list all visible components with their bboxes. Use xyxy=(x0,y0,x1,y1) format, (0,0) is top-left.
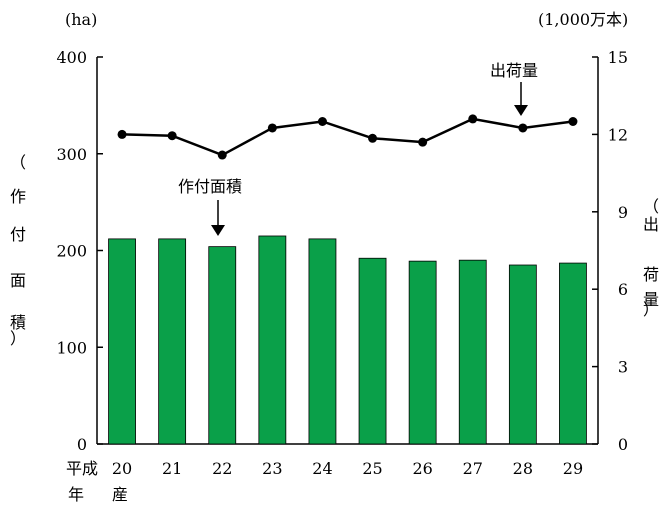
bar xyxy=(408,260,437,445)
line-point xyxy=(217,150,227,160)
right-title-char: 出 xyxy=(643,215,659,234)
line-point xyxy=(267,123,277,133)
left-axis-title: （ 作付面積） xyxy=(10,153,26,348)
right-title-char: 量 xyxy=(643,290,659,309)
x-tick-label: 26 xyxy=(412,459,432,478)
left-title-char: ） xyxy=(10,329,26,348)
line-point xyxy=(167,131,177,141)
left-axis-unit: (ha) xyxy=(65,10,97,29)
right-tick-label: 9 xyxy=(618,203,628,222)
right-tick-label: 15 xyxy=(608,48,628,67)
x-tick-label: 24 xyxy=(312,459,332,478)
annotation-shipment-text: 出荷量 xyxy=(490,61,538,80)
line-point xyxy=(418,137,428,147)
left-tick-label: 400 xyxy=(56,48,87,67)
x-tick-label: 27 xyxy=(463,459,483,478)
line-point xyxy=(317,117,327,126)
right-tick-label: 6 xyxy=(618,280,628,299)
x-tick-label: 21 xyxy=(162,459,182,478)
x-tick-label: 22 xyxy=(212,459,232,478)
line-point xyxy=(518,123,528,133)
x-tick-label: 28 xyxy=(513,459,533,478)
series-line xyxy=(122,117,574,157)
bar-series xyxy=(108,235,587,445)
left-title-char: 積 xyxy=(10,313,26,332)
left-tick-label: 100 xyxy=(56,338,87,357)
bar xyxy=(308,238,337,445)
bar xyxy=(208,246,237,445)
bar xyxy=(458,259,487,445)
x-tick-label: 29 xyxy=(563,459,583,478)
bar xyxy=(358,257,387,445)
right-tick-label: 12 xyxy=(608,125,628,144)
left-title-char: 作 xyxy=(10,187,26,206)
annotation-shipment-arrowhead xyxy=(514,105,528,116)
x-prefix-label: 平成 xyxy=(66,459,98,478)
left-title-char: 付 xyxy=(10,225,26,244)
left-tick-label: 300 xyxy=(56,145,87,164)
x-suffix-nen: 年 xyxy=(68,485,84,504)
annotation-shipment-label: 出荷量 xyxy=(490,61,538,116)
right-axis-unit: (1,000万本) xyxy=(538,10,628,29)
right-tick-label: 3 xyxy=(618,358,628,377)
line-point xyxy=(568,117,578,126)
right-title-char: 荷 xyxy=(643,265,659,284)
x-tick-label: 25 xyxy=(362,459,382,478)
left-title-char: 面 xyxy=(10,271,26,290)
annotation-area-text: 作付面積 xyxy=(178,177,242,196)
right-title-char: （ xyxy=(643,197,659,216)
bar xyxy=(258,235,287,445)
bar xyxy=(158,238,187,445)
bar xyxy=(508,264,537,445)
annotation-area-label: 作付面積 xyxy=(178,177,242,236)
bar xyxy=(559,262,587,445)
left-title-char: （ xyxy=(10,153,26,172)
bar xyxy=(108,238,136,445)
right-title-char: ） xyxy=(643,300,659,319)
line-series xyxy=(117,114,578,160)
line-point xyxy=(117,129,127,139)
line-point xyxy=(468,114,478,124)
line-point xyxy=(368,133,378,143)
right-tick-label: 0 xyxy=(618,435,628,454)
right-ticks: 0 3 6 9 12 15 xyxy=(592,48,628,454)
left-ticks: 0 100 200 300 400 xyxy=(56,48,103,454)
left-tick-label: 0 xyxy=(77,435,87,454)
x-suffix-san: 産 xyxy=(112,485,128,504)
x-tick-label: 23 xyxy=(262,459,282,478)
right-axis-title: （出荷量） xyxy=(643,197,659,319)
x-tick-label: 20 xyxy=(112,459,132,478)
x-tick-labels: 20 21 22 23 24 25 26 27 28 29 xyxy=(112,459,583,478)
left-tick-label: 200 xyxy=(56,242,87,261)
annotation-area-arrowhead xyxy=(211,225,225,236)
